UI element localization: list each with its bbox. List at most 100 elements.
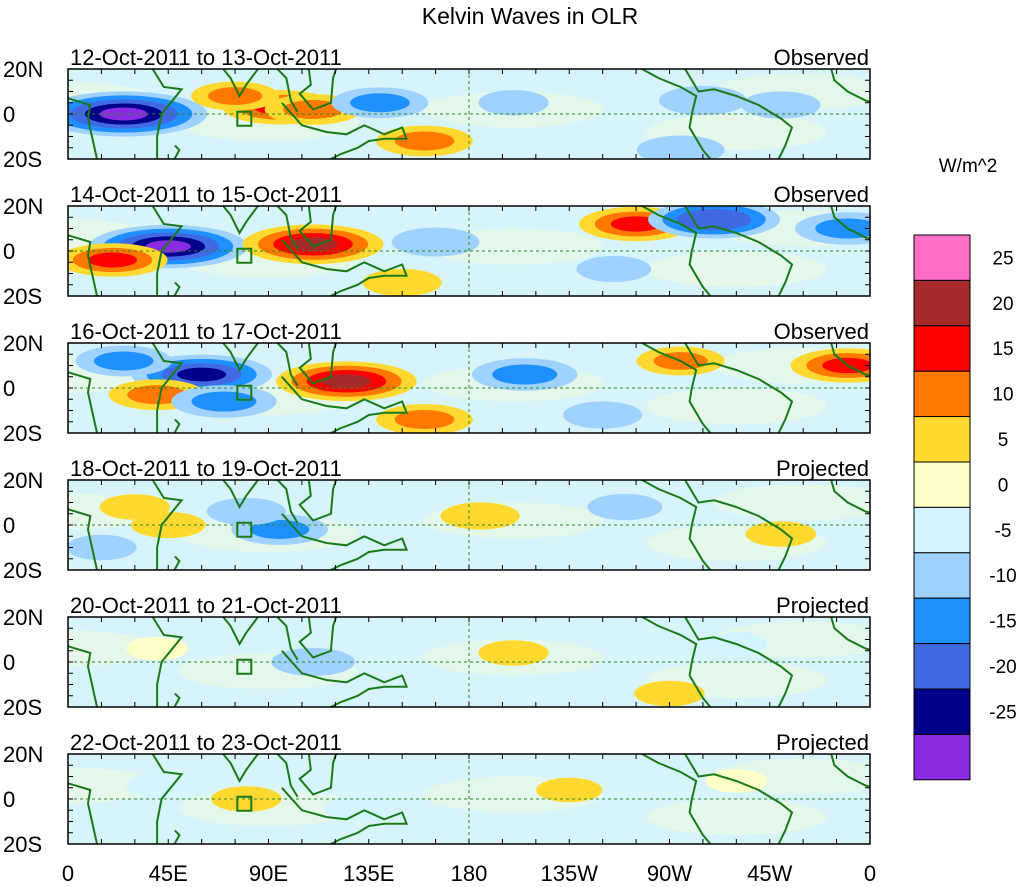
maritime-continent-coast (281, 650, 409, 707)
panel-3: 20N 0 20S 16-Oct-2011 to 17-Oct-2011 Observe… (3, 319, 871, 446)
anomaly-contour (68, 534, 137, 561)
anomaly-contour (536, 777, 603, 803)
colorbar-swatch (913, 688, 971, 735)
background-band (713, 484, 870, 521)
anomaly-contour (408, 233, 463, 251)
africa-west-coast (68, 782, 98, 844)
southeast-asia-coast (298, 69, 338, 111)
coastlines (68, 69, 870, 159)
colorbar-swatch (913, 234, 971, 281)
background-band (646, 251, 827, 287)
x-axis: 0 45E 90E 135E 180 135W 90W 45W 0 (62, 861, 876, 886)
colorbar-tick-label: -15 (989, 612, 1016, 633)
y-tick-label: 20N (3, 194, 43, 219)
panel-6: 20N 0 20S 22-Oct-2011 to 23-Oct-2011 Project… (3, 730, 871, 857)
anomaly-contour (563, 401, 643, 429)
colorbar-swatch (913, 506, 971, 554)
reference-box (236, 110, 253, 127)
southeast-asia-coast (298, 480, 338, 522)
y-tick-label: 20N (3, 605, 43, 630)
x-tick-label: 135W (541, 861, 599, 886)
panel-4: 20N 0 20S 18-Oct-2011 to 19-Oct-2011 Project… (3, 456, 871, 583)
coastlines (68, 343, 870, 433)
reference-box (236, 795, 253, 812)
colorbar-swatch (913, 552, 971, 599)
anomaly-contour (126, 636, 188, 661)
y-tick-label: 0 (3, 102, 15, 127)
madagascar (173, 555, 181, 570)
colorbar-tick-label: 0 (998, 475, 1009, 496)
x-tick-label: 0 (62, 861, 74, 886)
y-tick-label: 0 (3, 513, 15, 538)
colorbar-tick-label: -20 (989, 657, 1016, 678)
colorbar-swatch (913, 461, 971, 508)
colorbar-tick-label: 25 (992, 248, 1013, 269)
chart-title: Kelvin Waves in OLR (422, 3, 638, 29)
anomaly-contour (288, 237, 338, 252)
panel-kind-label: Observed (774, 319, 869, 344)
colorbar-swatch (913, 279, 971, 327)
west-africa-coast-right (830, 480, 870, 514)
anomaly-contour (478, 640, 549, 666)
colorbar-swatch (913, 733, 971, 781)
reference-box (236, 658, 253, 675)
americas-west-coast (639, 206, 712, 296)
anomaly-contour (691, 212, 738, 227)
africa-east-coast (151, 206, 184, 296)
y-tick-label: 20S (3, 284, 42, 309)
west-africa-coast-right (830, 206, 870, 240)
madagascar (173, 692, 181, 707)
west-africa-coast-right (830, 754, 870, 788)
panel-period-label: 12-Oct-2011 to 13-Oct-2011 (70, 45, 342, 70)
reference-box (236, 247, 253, 264)
x-tick-label: 90W (647, 861, 692, 886)
y-tick-label: 20N (3, 331, 43, 356)
colorbar-tick-label: 10 (992, 385, 1013, 406)
anomaly-contour (350, 93, 410, 113)
y-tick-label: 0 (3, 650, 15, 675)
y-tick-label: 20S (3, 421, 42, 446)
anomaly-contour (321, 374, 371, 389)
panel-kind-label: Observed (774, 45, 869, 70)
panel-2: 20N 0 20S 14-Oct-2011 to 15-Oct-2011 Observe… (3, 182, 871, 309)
americas-west-coast (639, 754, 712, 844)
south-asia-coast (221, 343, 299, 387)
colorbar-swatch (913, 325, 971, 372)
y-tick-label: 0 (3, 376, 15, 401)
anomaly-contour (492, 364, 558, 385)
colorbar-tick-label: 15 (992, 339, 1013, 360)
maritime-continent-coast (281, 239, 409, 296)
west-africa-coast-right (830, 617, 870, 651)
x-tick-label: 45E (149, 861, 188, 886)
anomaly-contour (145, 240, 191, 253)
anomaly-contour (249, 520, 310, 539)
anomaly-contour (93, 351, 154, 371)
anomaly-contour (271, 647, 355, 677)
x-tick-label: 135E (343, 861, 394, 886)
africa-east-coast (151, 343, 184, 433)
anomaly-contour (440, 502, 520, 530)
y-tick-label: 20S (3, 832, 42, 857)
x-tick-label: 90E (249, 861, 288, 886)
southeast-asia-coast (298, 206, 338, 248)
anomaly-contour (130, 511, 206, 539)
americas-east-coast (684, 480, 794, 570)
colorbar-tick-label: -10 (989, 566, 1016, 587)
anomaly-contour (206, 497, 286, 526)
y-tick-label: 20N (3, 57, 43, 82)
colorbar-tick-label: -25 (989, 702, 1016, 723)
anomaly-contour (191, 391, 257, 412)
panels: 20N 0 20S 12-Oct-2011 to 13-Oct-2011 Observe… (3, 45, 871, 857)
panel-kind-label: Observed (774, 182, 869, 207)
y-tick-label: 20N (3, 468, 43, 493)
panel-period-label: 22-Oct-2011 to 23-Oct-2011 (70, 730, 342, 755)
anomaly-contour (88, 252, 137, 268)
madagascar (173, 144, 181, 159)
y-tick-label: 0 (3, 787, 15, 812)
anomaly-contour (394, 410, 455, 429)
y-tick-label: 20S (3, 558, 42, 583)
anomaly-contour (478, 90, 549, 116)
panel-5: 20N 0 20S 20-Oct-2011 to 21-Oct-2011 Project… (3, 593, 871, 720)
panel-period-label: 20-Oct-2011 to 21-Oct-2011 (70, 593, 342, 618)
